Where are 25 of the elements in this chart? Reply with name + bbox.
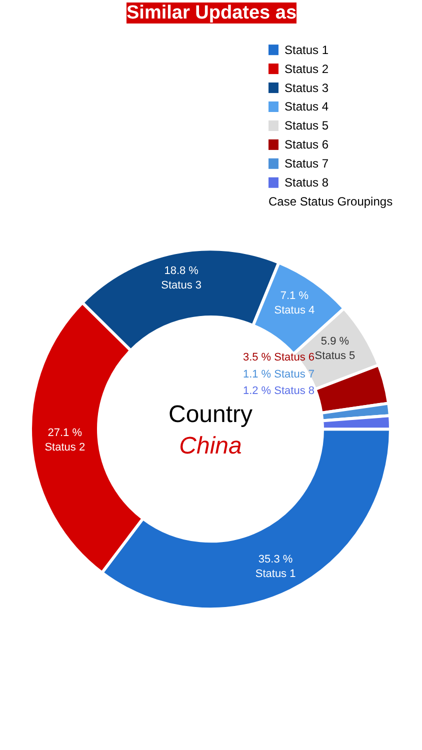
legend-label: Status 6: [284, 138, 329, 152]
legend-title: Case Status Groupings: [268, 194, 393, 209]
legend-label: Status 3: [284, 80, 329, 95]
chart-title: Similar Updates as: [126, 2, 297, 24]
data-label: 27.1 %: [48, 427, 82, 440]
text: Country: [168, 400, 253, 428]
legend-label: Status 8: [284, 176, 329, 190]
slice-label: Status 1: [255, 568, 296, 580]
legend-label: Status 2: [284, 62, 329, 76]
legend-label: Status 1: [284, 42, 329, 57]
data-label: 5.9 %: [320, 336, 350, 348]
data-label: 18.8 %: [164, 265, 199, 278]
slice-label: Status 2: [44, 441, 86, 454]
slice-label: Status 4: [274, 304, 315, 316]
legend-label: Status 4: [284, 100, 329, 114]
slice-label: Status 3: [161, 280, 202, 292]
slice-label: Status 5: [314, 350, 356, 362]
text: 1.2 % Status 8: [242, 385, 315, 398]
legend-label: Status 7: [284, 156, 329, 171]
data-label: 7.1 %: [280, 290, 309, 302]
text: 3.5 % Status 6: [242, 352, 315, 364]
legend-label: Status 5: [284, 118, 329, 133]
text: 1.1 % Status 7: [242, 368, 315, 380]
text: China: [179, 432, 242, 460]
data-label: 35.3 %: [258, 554, 293, 566]
